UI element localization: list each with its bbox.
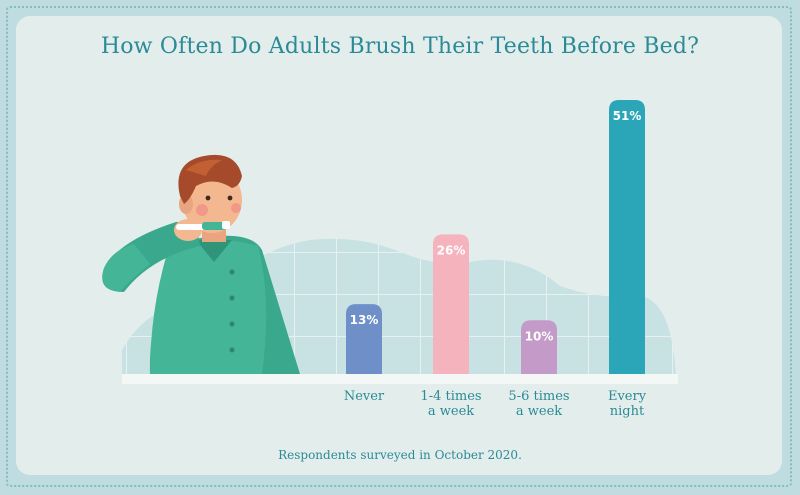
footnote: Respondents surveyed in October 2020. <box>278 448 522 462</box>
category-label-3: Every night <box>608 389 647 419</box>
dotted-frame <box>6 6 792 487</box>
value-label-0: 13% <box>350 313 379 327</box>
bar-3 <box>609 100 645 374</box>
floor-shelf <box>122 374 678 384</box>
value-label-3: 51% <box>613 109 642 123</box>
chart-title: How Often Do Adults Brush Their Teeth Be… <box>100 34 700 59</box>
man-brushing-teeth-icon <box>102 154 300 374</box>
category-label-0: Never <box>344 389 385 404</box>
value-label-1: 26% <box>437 243 466 257</box>
category-label-1: 1-4 times a week <box>420 389 481 419</box>
bars-group <box>346 100 645 374</box>
value-labels-group: 13% 26% 10% 51% <box>350 109 642 343</box>
bar-0 <box>346 304 382 374</box>
value-label-2: 10% <box>525 329 554 343</box>
category-label-2: 5-6 times a week <box>508 389 569 419</box>
bar-1 <box>433 234 469 374</box>
category-labels-group: Never 1-4 times a week 5-6 times a week Every… <box>344 389 647 419</box>
bar-2 <box>521 320 557 374</box>
